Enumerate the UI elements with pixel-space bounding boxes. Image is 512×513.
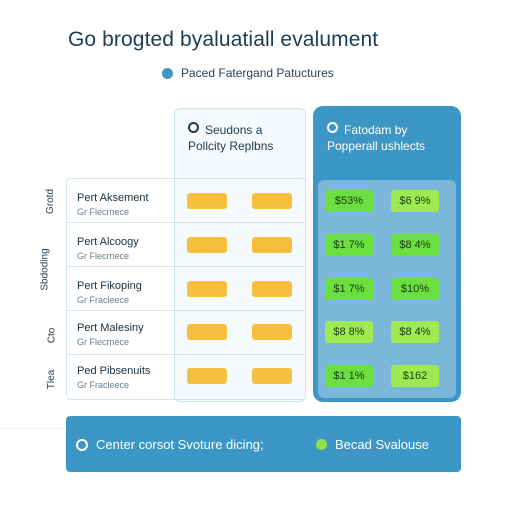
ring-icon xyxy=(327,122,338,133)
column-b-title: Fatodam by xyxy=(344,123,408,137)
amber-cell xyxy=(187,237,227,253)
amber-cell xyxy=(187,324,227,340)
row-name: Pert Malesiny xyxy=(77,322,144,334)
ring-icon xyxy=(76,438,88,451)
row-name: Pert Fikoping xyxy=(77,280,142,292)
row-subtext: Gr Flecrnece xyxy=(77,337,130,347)
side-label: Tlea xyxy=(46,369,58,390)
row-name: Pert Aksement xyxy=(77,192,149,204)
row-label: Ped Pibsenuits Gr Fracleece xyxy=(77,365,150,390)
column-header-a: Seudons a Pollcity Replbns xyxy=(188,122,273,153)
row-divider xyxy=(66,354,304,355)
column-header-b: Fatodam by Popperall ushlects xyxy=(327,122,425,153)
amber-cell xyxy=(187,281,227,297)
legend-dot-icon xyxy=(162,67,173,79)
value-cell: $1 7% xyxy=(325,234,373,256)
side-label: Sbdoding xyxy=(39,248,51,291)
ring-icon xyxy=(188,122,199,133)
value-cell: $10% xyxy=(391,278,439,300)
amber-cell xyxy=(187,193,227,209)
row-frame xyxy=(66,178,306,400)
value-cell: $162 xyxy=(391,365,439,387)
value-cell: $8 4% xyxy=(391,234,439,256)
row-divider xyxy=(66,310,304,311)
amber-cell xyxy=(252,237,292,253)
row-label: Pert Fikoping Gr Fracleece xyxy=(77,280,142,305)
amber-cell xyxy=(187,368,227,384)
side-label: Grotd xyxy=(45,188,57,215)
footer-item-right: Becad Svalouse xyxy=(316,437,429,452)
row-divider xyxy=(66,266,304,267)
page-title: Go brogted byaluatiall evalument xyxy=(68,28,379,51)
amber-cell xyxy=(252,324,292,340)
amber-cell xyxy=(252,193,292,209)
row-subtext: Gr Flecrnece xyxy=(77,207,130,217)
value-cell: $53% xyxy=(325,190,373,212)
background-decoration xyxy=(0,428,120,513)
row-label: Pert Aksement Gr Flecrnece xyxy=(77,192,149,217)
amber-cell xyxy=(252,281,292,297)
legend-label: Paced Fatergand Patuctures xyxy=(181,66,334,80)
amber-cell xyxy=(252,368,292,384)
side-label: Cto xyxy=(46,327,58,344)
row-subtext: Gr Fracleece xyxy=(77,295,130,305)
footer-left-label: Center corsot Svoture dicing; xyxy=(96,437,264,452)
row-label: Pert Malesiny Gr Flecrnece xyxy=(77,322,144,347)
footer-banner xyxy=(66,416,461,472)
row-subtext: Gr Flecrnece xyxy=(77,251,130,261)
column-b-subtitle: Popperall ushlects xyxy=(327,139,426,153)
value-cell: $8 4% xyxy=(391,321,439,343)
row-subtext: Gr Fracleece xyxy=(77,380,130,390)
green-dot-icon xyxy=(316,439,327,450)
row-divider xyxy=(66,222,304,223)
row-name: Ped Pibsenuits xyxy=(77,365,151,377)
column-a-subtitle: Pollcity Replbns xyxy=(188,139,274,153)
footer-item-left: Center corsot Svoture dicing; xyxy=(76,437,264,452)
legend: Paced Fatergand Patuctures xyxy=(162,66,334,80)
row-name: Pert Alcoogy xyxy=(77,236,139,248)
column-a-title: Seudons a xyxy=(205,123,263,137)
value-cell: $6 9% xyxy=(391,190,439,212)
row-label: Pert Alcoogy Gr Flecrnece xyxy=(77,236,139,261)
footer-right-label: Becad Svalouse xyxy=(335,437,429,452)
value-cell: $8 8% xyxy=(325,321,373,343)
value-cell: $1 7% xyxy=(325,278,373,300)
column-panel-a xyxy=(174,108,306,402)
value-cell: $1 1% xyxy=(325,365,373,387)
